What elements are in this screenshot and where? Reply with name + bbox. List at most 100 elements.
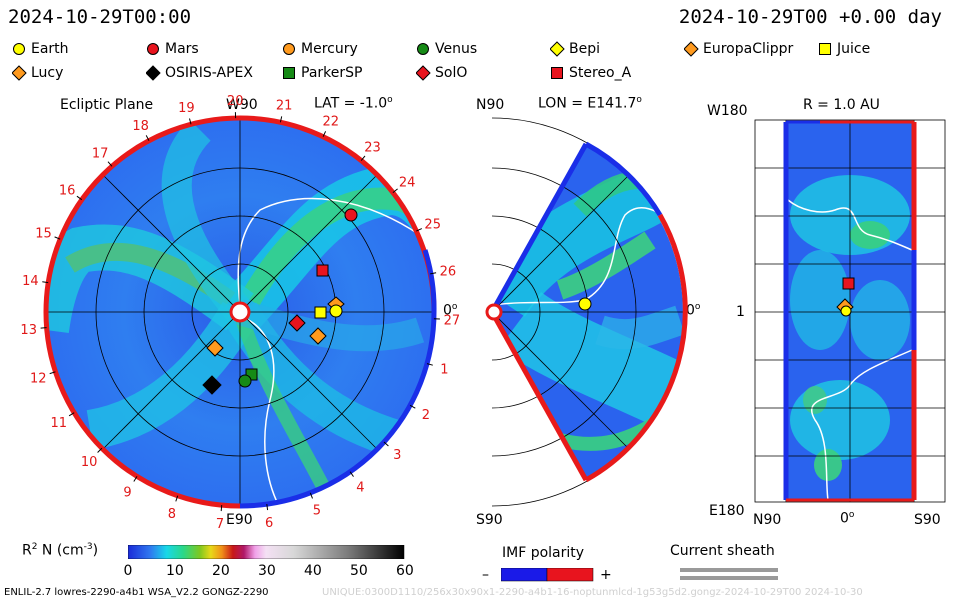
carrington-label: 17 (92, 147, 109, 162)
legend-item-solo: SolO (416, 64, 467, 82)
carrington-label: 25 (424, 218, 441, 233)
carrington-tick (360, 155, 366, 161)
imf-minus: – (482, 567, 489, 583)
carrington-label: 26 (440, 264, 457, 279)
colorbar-tick-label: 0 (123, 563, 133, 579)
legend-marker (551, 67, 563, 79)
legend-label: Lucy (31, 65, 64, 81)
legend-item-mars: Mars (146, 40, 199, 58)
legend-marker (819, 43, 831, 55)
imf-polarity-bar (501, 568, 594, 582)
sphere-stereo-a-marker (842, 277, 855, 290)
carrington-label: 8 (168, 507, 176, 522)
ecliptic-zero-label: 0o (443, 302, 458, 319)
colorbar-tick-label: 10 (166, 563, 184, 579)
carrington-label: 6 (265, 516, 273, 531)
sphere-zero-label: 0o (840, 510, 855, 527)
carrington-label: 7 (216, 517, 224, 532)
legend-marker (13, 43, 25, 55)
meridional-earth-marker (578, 297, 592, 311)
juice-marker (314, 306, 327, 319)
carrington-label: 5 (313, 504, 321, 519)
sphere-earth-marker (840, 305, 852, 317)
carrington-label: 2 (422, 408, 430, 423)
sphere-r-label: R = 1.0 AU (803, 97, 880, 113)
carrington-tick (42, 281, 49, 284)
carrington-tick (175, 495, 179, 502)
legend-item-lucy: Lucy (12, 64, 63, 82)
earth-marker (329, 304, 343, 318)
carrington-tick (266, 504, 269, 511)
legend-item-europaclippr: EuropaClippr (684, 40, 793, 58)
carrington-label: 13 (20, 323, 37, 338)
sphere-s90-label: S90 (914, 512, 941, 528)
carrington-tick (383, 441, 389, 447)
sheath-legend-bar (680, 568, 778, 580)
legend-label: Mars (165, 41, 199, 57)
osiris-apex-marker (202, 375, 222, 395)
carrington-label: 4 (356, 481, 364, 496)
carrington-tick (76, 195, 83, 201)
carrington-tick (220, 505, 223, 512)
legend-item-parkersp: ParkerSP (282, 64, 362, 82)
meridional-n90-label: N90 (476, 97, 505, 113)
imf-plus: + (600, 567, 612, 583)
ecliptic-lat-label: LAT = -1.0o (314, 95, 393, 112)
legend-item-venus: Venus (416, 40, 477, 58)
legend-label: SolO (435, 65, 468, 81)
carrington-label: 15 (35, 226, 52, 241)
carrington-tick (322, 131, 327, 137)
footer-left: ENLIL-2.7 lowres-2290-a4b1 WSA_V2.2 GONG… (4, 587, 269, 598)
carrington-tick (97, 447, 103, 453)
legend-label: OSIRIS-APEX (165, 65, 253, 81)
colorbar-title: R2 N (cm-3) (22, 542, 99, 559)
legend-marker (147, 43, 159, 55)
carrington-tick (133, 476, 138, 482)
carrington-label: 24 (399, 176, 416, 191)
carrington-label: 11 (51, 416, 68, 431)
carrington-label: 1 (440, 362, 448, 377)
colorbar-tick-label: 20 (212, 563, 230, 579)
carrington-tick (426, 363, 433, 366)
stereo-a-marker (316, 264, 329, 277)
legend-marker (416, 65, 431, 81)
legend-item-juice: Juice (818, 40, 870, 58)
carrington-label: 3 (393, 448, 401, 463)
legend-label: Bepi (569, 41, 600, 57)
sphere-n90-label: N90 (753, 512, 782, 528)
carrington-label: 21 (276, 99, 293, 114)
carrington-tick (409, 404, 416, 409)
carrington-label: 12 (30, 371, 47, 386)
colorbar-tick-label: 60 (396, 563, 414, 579)
imf-title: IMF polarity (502, 545, 585, 561)
sheath-title: Current sheath (670, 543, 775, 559)
carrington-tick (430, 272, 437, 275)
parker-marker (245, 368, 258, 381)
carrington-tick (392, 188, 398, 193)
mercury-marker (206, 339, 224, 357)
legend-label: Mercury (301, 41, 358, 57)
carrington-tick (309, 492, 313, 499)
carrington-label: 16 (59, 183, 76, 198)
ecliptic-title: Ecliptic Plane (60, 97, 154, 113)
sphere-w180-label: W180 (707, 103, 748, 119)
density-colorbar (128, 545, 405, 559)
legend-marker (283, 67, 295, 79)
carrington-tick (189, 118, 192, 125)
colorbar-tick-label: 50 (350, 563, 368, 579)
carrington-tick (107, 161, 113, 167)
meridional-lon-label: LON = E141.7o (538, 95, 642, 112)
carrington-tick (54, 236, 61, 240)
legend-label: Juice (837, 41, 871, 57)
timestamp-left: 2024-10-29T00:00 (8, 6, 192, 28)
legend-marker (550, 41, 565, 57)
legend-label: EuropaClippr (703, 41, 794, 57)
legend-item-stereo-a: Stereo_A (550, 64, 631, 82)
legend-marker (684, 41, 699, 57)
lucy-marker (309, 327, 327, 345)
sphere-e180-label: E180 (709, 503, 745, 519)
legend-item-mercury: Mercury (282, 40, 358, 58)
